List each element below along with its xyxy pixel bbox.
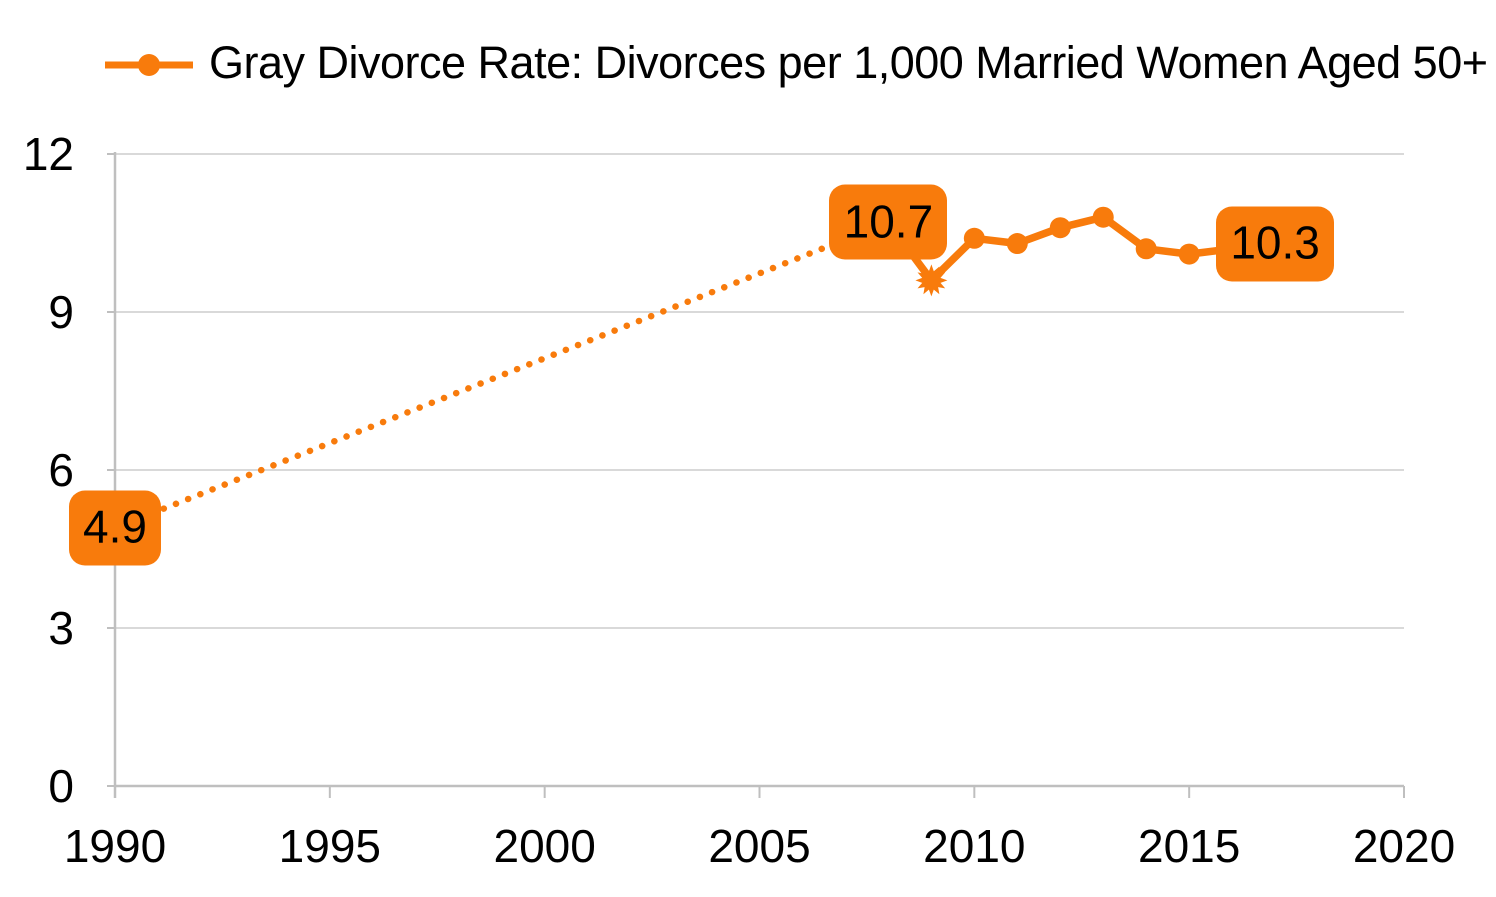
y-tick-label-3: 3 bbox=[48, 602, 74, 654]
marker-point-2015 bbox=[1178, 243, 1200, 265]
x-tick-label-2020: 2020 bbox=[1353, 820, 1455, 872]
data-label-2017: 10.3 bbox=[1216, 206, 1335, 282]
y-tick-label-0: 0 bbox=[48, 760, 74, 812]
legend-series-marker-icon bbox=[105, 53, 193, 76]
marker-point-2011 bbox=[1006, 233, 1028, 255]
marker-point-2012 bbox=[1049, 217, 1071, 239]
x-tick-label-2015: 2015 bbox=[1138, 820, 1240, 872]
y-tick-label-6: 6 bbox=[48, 444, 74, 496]
marker-point-2010 bbox=[963, 227, 985, 249]
data-label-2008: 10.7 bbox=[829, 184, 948, 260]
chart-legend: Gray Divorce Rate: Divorces per 1,000 Ma… bbox=[103, 40, 1488, 89]
marker-point-2014 bbox=[1135, 238, 1157, 260]
x-tick-label-1990: 1990 bbox=[64, 820, 166, 872]
marker-starburst-2009 bbox=[915, 264, 948, 297]
x-tick-label-2010: 2010 bbox=[923, 820, 1025, 872]
x-tick-label-2000: 2000 bbox=[493, 820, 595, 872]
data-label-1990: 4.9 bbox=[69, 490, 161, 566]
x-tick-label-2005: 2005 bbox=[708, 820, 810, 872]
legend-series-label: Gray Divorce Rate: Divorces per 1,000 Ma… bbox=[209, 37, 1488, 88]
y-tick-label-9: 9 bbox=[48, 286, 74, 338]
y-tick-label-12: 12 bbox=[23, 128, 74, 180]
marker-point-2013 bbox=[1092, 206, 1114, 228]
series-line-interpolated-gap bbox=[111, 219, 892, 532]
x-tick-label-1995: 1995 bbox=[279, 820, 381, 872]
